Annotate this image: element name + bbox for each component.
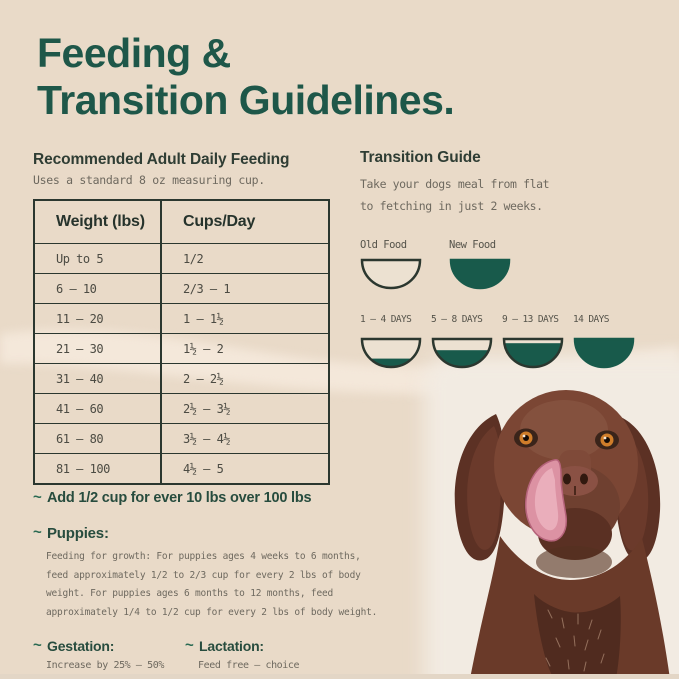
page-title-line2: Transition Guidelines. (37, 77, 455, 123)
tilde-bullet-icon: ~ (185, 637, 194, 654)
tilde-bullet-icon: ~ (33, 524, 42, 541)
transition-stage: 14 DAYS (573, 314, 636, 374)
stage-label: 1 – 4 DAYS (360, 314, 412, 325)
feeding-table-body: Up to 5 1/2 6 – 10 2/3 – 1 11 – 20 1 – 1½ 21 –… (35, 243, 328, 483)
cups-cell: 2/3 – 1 (160, 274, 328, 303)
weight-cell: 61 – 80 (56, 431, 104, 446)
lactation-text: Feed free – choice (198, 660, 300, 671)
tilde-bullet-icon: ~ (33, 637, 42, 654)
table-row: 21 – 30 1½ – 2 (35, 333, 328, 363)
weight-cell: 31 – 40 (56, 371, 104, 386)
bowl-icon (449, 258, 511, 290)
bowl-icon (573, 337, 635, 369)
weight-cell: 21 – 30 (56, 341, 104, 356)
tilde-bullet-icon: ~ (33, 489, 42, 506)
lactation-label: Lactation: (199, 638, 264, 654)
cups-cell: 1½ – 2 (160, 334, 328, 363)
puppies-text: Feeding for growth: For puppies ages 4 w… (46, 551, 378, 618)
table-row: 31 – 40 2 – 2½ (35, 363, 328, 393)
cups-cell: 2 – 2½ (160, 364, 328, 393)
note-add-half-cup-text: Add 1/2 cup for ever 10 lbs over 100 lbs (47, 490, 312, 506)
table-header-weight: Weight (lbs) (56, 213, 145, 230)
table-row: 61 – 80 3½ – 4½ (35, 423, 328, 453)
transition-subtext-line2: to fetching in just 2 weeks. (360, 198, 543, 213)
bowl-icon (360, 337, 422, 369)
weight-cell: 11 – 20 (56, 311, 104, 326)
table-row: 81 – 100 4½ – 5 (35, 453, 328, 483)
dog-photo (454, 390, 670, 679)
note-gestation: ~ Gestation: Increase by 25% – 50% (33, 637, 185, 672)
weight-cell: 81 – 100 (56, 461, 110, 476)
note-gestation-lactation: ~ Gestation: Increase by 25% – 50% ~ Lac… (33, 637, 433, 672)
legend-label: New Food (449, 239, 496, 251)
bowl-icon (431, 337, 493, 369)
bottom-edge-strip (0, 674, 679, 679)
transition-section: Transition Guide Take your dogs meal fro… (360, 149, 660, 374)
weight-cell: 41 – 60 (56, 401, 104, 416)
feeding-heading: Recommended Adult Daily Feeding (33, 151, 290, 168)
feeding-subheading: Uses a standard 8 oz measuring cup. (33, 173, 265, 187)
table-header-cups: Cups/Day (160, 201, 328, 243)
table-row: 41 – 60 2½ – 3½ (35, 393, 328, 423)
legend-label: Old Food (360, 239, 407, 251)
transition-subtext-line1: Take your dogs meal from flat (360, 177, 550, 191)
cups-cell: 2½ – 3½ (160, 394, 328, 423)
table-row: 11 – 20 1 – 1½ (35, 303, 328, 333)
gestation-label: Gestation: (47, 638, 115, 654)
cups-cell: 1 – 1½ (160, 304, 328, 333)
feeding-section: Recommended Adult Daily Feeding Uses a s… (33, 151, 333, 485)
stage-label: 9 – 13 DAYS (502, 314, 559, 325)
transition-stage: 5 – 8 DAYS (431, 314, 494, 374)
page-title: Feeding & Transition Guidelines. (37, 30, 455, 124)
transition-stages: 1 – 4 DAYS 5 – 8 DAYS 9 – 13 DAYS 14 DAYS (360, 314, 660, 374)
legend-item: Old Food (360, 239, 423, 295)
note-lactation: ~ Lactation: Feed free – choice (185, 637, 300, 672)
transition-stage: 9 – 13 DAYS (502, 314, 565, 374)
note-add-half-cup: ~ Add 1/2 cup for ever 10 lbs over 100 l… (33, 489, 433, 508)
legend-item: New Food (449, 239, 512, 295)
note-puppies: ~ Puppies: Feeding for growth: For puppi… (33, 524, 433, 622)
food-legend: Old Food New Food (360, 239, 660, 295)
table-row: Up to 5 1/2 (35, 243, 328, 273)
weight-cell: 6 – 10 (56, 281, 97, 296)
transition-subtext: Take your dogs meal from flat to fetchin… (360, 174, 660, 217)
cups-cell: 3½ – 4½ (160, 424, 328, 453)
stage-label: 14 DAYS (573, 314, 609, 325)
bowl-icon (360, 258, 422, 290)
bowl-icon (502, 337, 564, 369)
page-title-line1: Feeding & (37, 30, 231, 76)
transition-stage: 1 – 4 DAYS (360, 314, 423, 374)
puppies-label: Puppies: (47, 525, 109, 542)
table-row: 6 – 10 2/3 – 1 (35, 273, 328, 303)
transition-heading: Transition Guide (360, 149, 481, 166)
stage-label: 5 – 8 DAYS (431, 314, 483, 325)
cups-cell: 4½ – 5 (160, 454, 328, 483)
feeding-table: Weight (lbs) Cups/Day Up to 5 1/2 6 – 10 2/… (33, 199, 330, 485)
weight-cell: Up to 5 (56, 251, 104, 266)
notes-section: ~ Add 1/2 cup for ever 10 lbs over 100 l… (33, 489, 433, 672)
table-header-row: Weight (lbs) Cups/Day (35, 201, 328, 243)
gestation-text: Increase by 25% – 50% (46, 660, 165, 671)
cups-cell: 1/2 (160, 244, 328, 273)
